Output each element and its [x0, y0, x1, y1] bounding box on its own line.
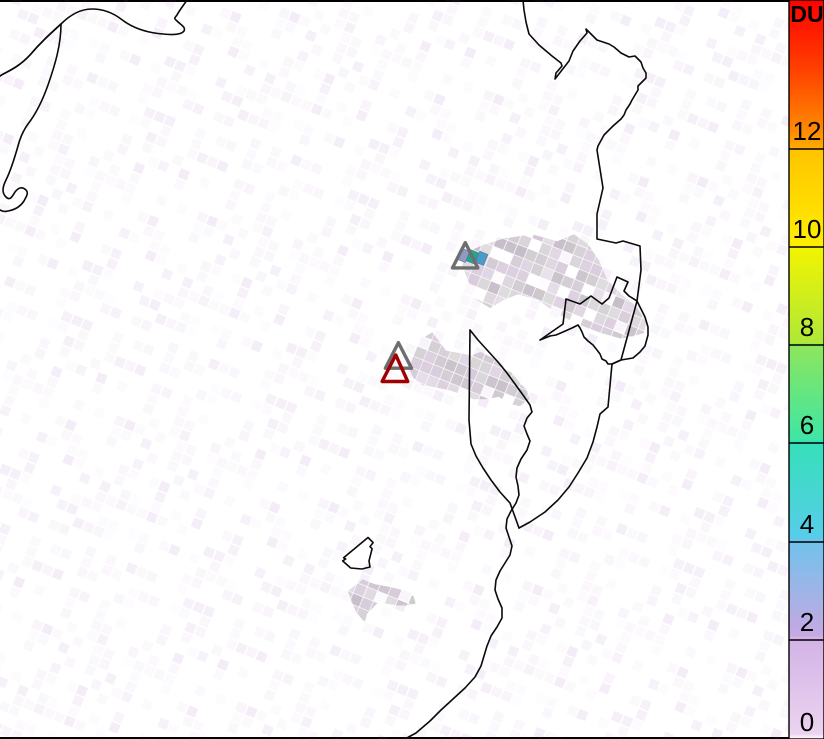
svg-text:2: 2 — [800, 607, 814, 637]
svg-text:6: 6 — [800, 410, 814, 440]
svg-text:4: 4 — [800, 509, 814, 539]
svg-text:10: 10 — [793, 214, 822, 244]
svg-text:12: 12 — [793, 116, 822, 146]
svg-text:0: 0 — [800, 707, 814, 737]
svg-text:DU: DU — [790, 1, 823, 27]
svg-text:8: 8 — [800, 312, 814, 342]
